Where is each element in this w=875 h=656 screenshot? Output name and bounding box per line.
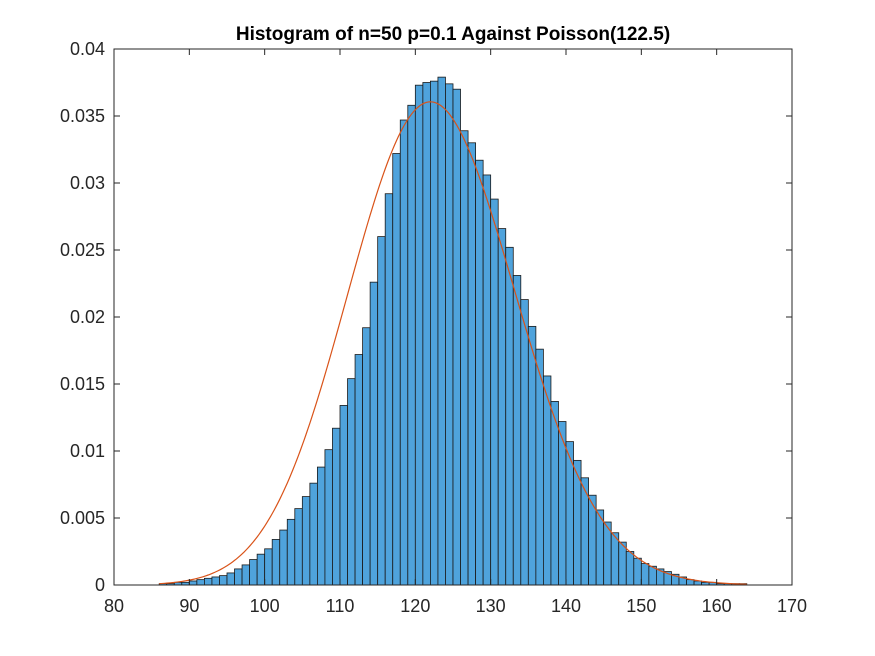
y-tick-label: 0.01	[70, 441, 105, 461]
chart-title: Histogram of n=50 p=0.1 Against Poisson(…	[236, 24, 670, 45]
histogram-bar	[294, 508, 303, 586]
histogram-bar	[362, 327, 371, 586]
y-tick-label: 0.02	[70, 307, 105, 327]
histogram-bars	[158, 76, 748, 586]
histogram-bar	[188, 580, 198, 586]
y-tick-label: 0.03	[70, 173, 105, 193]
histogram-bar	[324, 449, 333, 586]
histogram-bar	[520, 299, 529, 586]
histogram-bar	[347, 378, 356, 586]
x-tick-label: 110	[326, 596, 355, 616]
histogram-bar	[437, 76, 446, 586]
histogram-bar	[211, 576, 220, 586]
y-tick-label: 0.04	[70, 39, 105, 59]
y-tick-label: 0.035	[60, 106, 105, 126]
histogram-bar	[490, 198, 499, 586]
histogram-bar	[241, 564, 250, 586]
histogram-bar	[512, 275, 522, 586]
histogram-bar	[256, 553, 266, 586]
x-tick-label: 120	[400, 596, 430, 616]
histogram-bar	[429, 80, 439, 586]
histogram-bar	[339, 405, 348, 586]
histogram-bar	[377, 236, 386, 586]
histogram-bar	[279, 529, 288, 586]
histogram-bar	[407, 104, 416, 586]
y-tick-label: 0.025	[60, 240, 105, 260]
x-tick-label: 150	[626, 596, 656, 616]
x-axis: 80 90 100 110 120 130 140 150 160 170	[104, 49, 807, 616]
histogram-bar	[505, 246, 514, 586]
y-tick-label: 0.005	[60, 508, 105, 528]
histogram-bar	[264, 548, 273, 586]
histogram-bar	[399, 119, 409, 586]
x-tick-label: 140	[551, 596, 581, 616]
histogram-bar	[369, 281, 379, 586]
histogram-bar	[475, 159, 484, 586]
histogram-bar	[384, 193, 394, 586]
histogram-bar	[543, 375, 552, 586]
histogram-bar	[482, 174, 492, 586]
histogram-bar	[460, 130, 469, 586]
y-tick-label: 0.015	[60, 374, 105, 394]
histogram-bar	[271, 539, 281, 586]
histogram-bar	[610, 532, 620, 586]
x-tick-label: 100	[250, 596, 280, 616]
poisson-curve	[159, 101, 747, 585]
y-axis: 0 0.005 0.01 0.015 0.02 0.025 0.03 0.035 0.04	[60, 39, 792, 595]
histogram-bar	[203, 577, 213, 586]
histogram-bar	[550, 401, 559, 586]
histogram-bar	[219, 575, 228, 586]
histogram-bar	[234, 568, 243, 586]
histogram-bar	[301, 496, 311, 586]
histogram-bar	[535, 348, 544, 586]
histogram-bar	[527, 325, 537, 586]
x-tick-label: 170	[777, 596, 807, 616]
histogram-bar	[332, 427, 341, 586]
histogram-bar	[497, 228, 507, 586]
histogram-bar	[196, 579, 205, 586]
histogram-bar	[625, 551, 635, 586]
histogram-bar	[618, 541, 627, 586]
histogram-bar	[309, 482, 318, 586]
histogram-bar	[452, 88, 461, 586]
histogram-bar	[354, 354, 364, 586]
histogram-bar	[226, 572, 235, 586]
histogram-bar	[445, 83, 454, 586]
histogram-bar	[640, 563, 650, 586]
y-tick-label: 0	[95, 575, 105, 595]
histogram-bar	[286, 518, 296, 586]
histogram-bar	[249, 559, 258, 586]
x-tick-label: 80	[104, 596, 124, 616]
x-tick-label: 160	[702, 596, 732, 616]
histogram-bar	[422, 82, 431, 586]
histogram-bar	[392, 153, 401, 586]
x-tick-label: 130	[476, 596, 506, 616]
histogram-bar	[633, 557, 642, 586]
histogram-bar	[414, 84, 424, 586]
histogram-bar	[467, 142, 477, 586]
x-tick-label: 90	[179, 596, 199, 616]
histogram-bar	[316, 466, 326, 586]
